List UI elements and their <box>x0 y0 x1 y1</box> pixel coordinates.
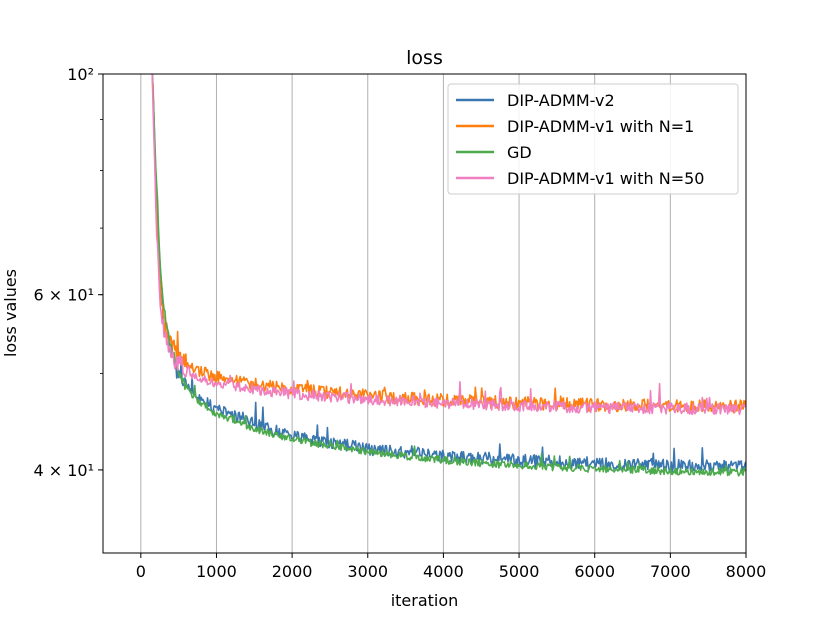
legend-label: DIP-ADMM-v1 with N=1 <box>507 117 694 136</box>
x-axis-label: iteration <box>391 591 459 610</box>
x-tick-label: 0 <box>136 562 146 581</box>
legend: DIP-ADMM-v2 DIP-ADMM-v1 with N=1 GD DIP-ADM… <box>447 83 739 195</box>
series-line <box>151 74 746 477</box>
legend-box <box>447 83 739 195</box>
x-tick-label: 8000 <box>726 562 767 581</box>
x-tick-label: 2000 <box>272 562 313 581</box>
series-line <box>151 74 746 416</box>
plot-frame <box>102 73 747 554</box>
x-tick-label: 1000 <box>196 562 237 581</box>
series-line <box>151 74 746 474</box>
ticks: 0 1000 2000 3000 4000 5000 6000 7000 8000 10² 6 × … <box>33 65 766 581</box>
y-tick-label: 6 × 10¹ <box>33 286 94 305</box>
x-tick-label: 7000 <box>650 562 691 581</box>
y-tick-label: 10² <box>67 65 94 84</box>
x-tick-label: 3000 <box>347 562 388 581</box>
x-tick-label: 6000 <box>574 562 615 581</box>
legend-label: DIP-ADMM-v2 <box>507 91 615 110</box>
chart-title: loss <box>406 47 443 69</box>
legend-label: GD <box>507 143 532 162</box>
y-tick-label: 4 × 10¹ <box>33 461 94 480</box>
series-layer <box>151 74 746 477</box>
y-axis-label: loss values <box>1 269 20 357</box>
legend-label: DIP-ADMM-v1 with N=50 <box>507 169 704 188</box>
x-tick-label: 5000 <box>499 562 540 581</box>
x-tick-label: 4000 <box>423 562 464 581</box>
